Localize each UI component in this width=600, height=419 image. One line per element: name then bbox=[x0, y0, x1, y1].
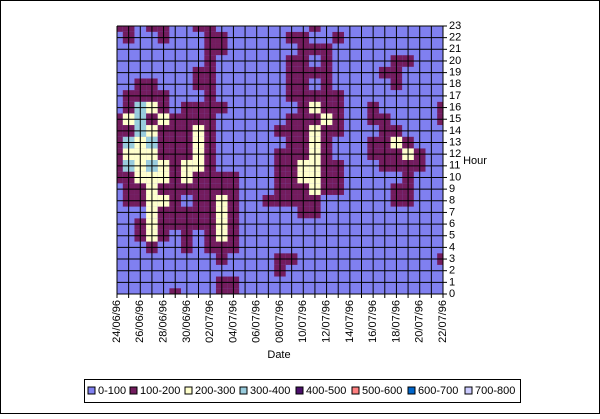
y-tick-label: 7 bbox=[449, 206, 455, 218]
y-tick-label: 18 bbox=[449, 78, 461, 90]
y-tick-label: 16 bbox=[449, 101, 461, 113]
legend-label: 100-200 bbox=[140, 385, 180, 397]
legend-swatch bbox=[239, 386, 248, 395]
x-tick-label: 24/06/96 bbox=[111, 300, 123, 343]
legend-swatch bbox=[464, 386, 473, 395]
legend-label: 700-800 bbox=[475, 385, 515, 397]
y-tick-label: 11 bbox=[449, 160, 460, 172]
y-tick-label: 21 bbox=[449, 43, 461, 55]
contour-cell bbox=[117, 26, 123, 32]
x-tick-label: 04/07/96 bbox=[227, 300, 239, 343]
legend-swatch bbox=[351, 386, 360, 395]
legend-swatch bbox=[295, 386, 304, 395]
x-tick-label: 22/07/96 bbox=[437, 300, 449, 343]
x-tick-label: 18/07/96 bbox=[390, 300, 402, 343]
y-tick-label: 20 bbox=[449, 55, 461, 67]
x-tick-label: 06/07/96 bbox=[251, 300, 263, 343]
x-tick-label: 02/07/96 bbox=[204, 300, 216, 343]
y-tick-label: 0 bbox=[449, 288, 455, 300]
y-tick-label: 5 bbox=[449, 230, 455, 242]
x-axis-title: Date bbox=[267, 349, 290, 361]
legend-label: 600-700 bbox=[418, 385, 458, 397]
legend-label: 500-600 bbox=[362, 385, 402, 397]
y-tick-label: 3 bbox=[449, 253, 455, 265]
contour-cell bbox=[437, 288, 443, 294]
x-tick-label: 20/07/96 bbox=[414, 300, 426, 343]
y-tick-label: 9 bbox=[449, 183, 455, 195]
y-tick-label: 1 bbox=[449, 276, 455, 288]
contour-cell bbox=[117, 288, 123, 294]
y-tick-label: 6 bbox=[449, 218, 455, 230]
y-tick-label: 15 bbox=[449, 113, 461, 125]
y-tick-label: 8 bbox=[449, 195, 455, 207]
legend-label: 300-400 bbox=[250, 385, 290, 397]
legend-label: 400-500 bbox=[306, 385, 346, 397]
x-tick-label: 28/06/96 bbox=[157, 300, 169, 343]
y-tick-label: 13 bbox=[449, 136, 461, 148]
legend-swatch bbox=[87, 386, 96, 395]
x-tick-label: 16/07/96 bbox=[367, 300, 379, 343]
y-tick-label: 2 bbox=[449, 265, 455, 277]
y-tick-label: 10 bbox=[449, 171, 461, 183]
y-tick-label: 14 bbox=[449, 125, 461, 137]
y-tick-label: 23 bbox=[449, 20, 461, 32]
x-tick-label: 14/07/96 bbox=[344, 300, 356, 343]
contour-cell bbox=[437, 26, 443, 32]
legend-swatch bbox=[184, 386, 193, 395]
y-tick-label: 4 bbox=[449, 241, 455, 253]
x-tick-label: 26/06/96 bbox=[134, 300, 146, 343]
legend-label: 200-300 bbox=[195, 385, 235, 397]
y-tick-label: 22 bbox=[449, 32, 461, 44]
y-tick-label: 17 bbox=[449, 90, 461, 102]
x-tick-label: 30/06/96 bbox=[181, 300, 193, 343]
x-tick-label: 12/07/96 bbox=[320, 300, 332, 343]
x-tick-label: 08/07/96 bbox=[274, 300, 286, 343]
legend-swatch bbox=[129, 386, 138, 395]
legend-label: 0-100 bbox=[98, 385, 126, 397]
x-tick-label: 10/07/96 bbox=[297, 300, 309, 343]
legend-swatch bbox=[407, 386, 416, 395]
legend-items: 0-100 100-200 200-300 300-400 400-500 500-600… bbox=[87, 385, 515, 397]
axes: 24/06/96 26/06/96 28/06/96 30/06/96 02/07/96… bbox=[111, 20, 461, 343]
y-tick-label: 12 bbox=[449, 148, 461, 160]
y-tick-label: 19 bbox=[449, 67, 461, 79]
y-axis-title: Hour bbox=[463, 155, 487, 167]
